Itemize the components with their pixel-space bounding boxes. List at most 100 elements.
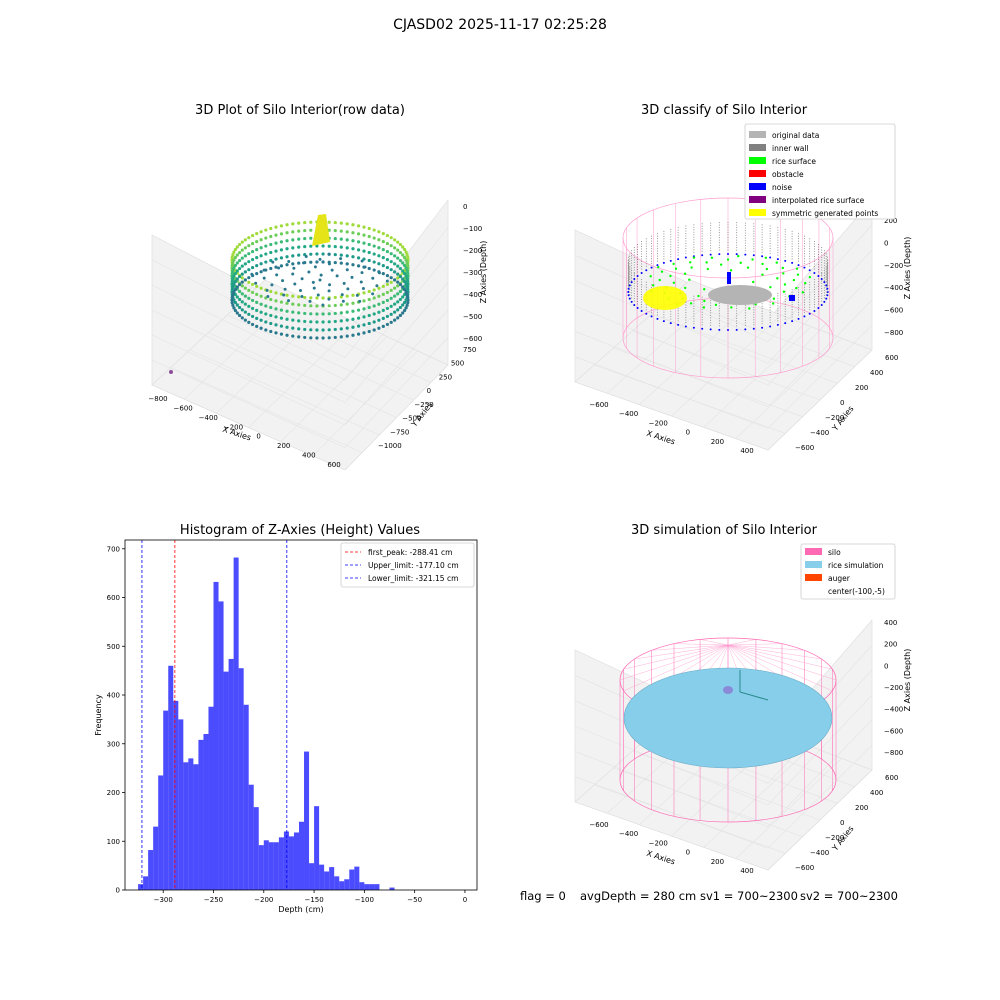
data-point — [279, 256, 284, 260]
noise-point — [718, 253, 721, 256]
y-tick-label: 200 — [855, 384, 868, 392]
data-point — [406, 263, 410, 267]
data-point — [285, 255, 289, 259]
x-tick-label: 0 — [686, 429, 690, 437]
data-point — [285, 231, 289, 235]
x-tick-label: −200 — [649, 839, 668, 847]
data-point — [269, 250, 273, 255]
histogram-bar — [213, 581, 219, 890]
histogram-bar — [389, 887, 395, 890]
data-point — [309, 328, 313, 332]
data-point — [398, 242, 402, 247]
histogram-bar — [304, 751, 310, 890]
data-point — [362, 249, 366, 253]
rice-surface-point — [783, 283, 787, 286]
noise-point — [784, 259, 787, 262]
classify-3d-plot: −600−400−20002004006004002000−200−400−60… — [574, 123, 912, 455]
data-point — [274, 233, 278, 237]
legend-label: rice simulation — [828, 561, 884, 570]
rice-surface-point — [730, 306, 733, 309]
data-point — [259, 326, 263, 330]
data-point — [356, 308, 361, 312]
data-point — [385, 265, 390, 270]
data-point — [247, 320, 251, 324]
x-tick-label: −50 — [407, 896, 422, 904]
data-point — [402, 308, 407, 313]
noise-point — [820, 278, 823, 281]
data-point — [274, 331, 278, 335]
data-point — [303, 311, 307, 316]
data-point — [230, 287, 234, 291]
data-point — [285, 309, 289, 313]
data-point — [231, 261, 235, 265]
data-point — [285, 301, 289, 305]
data-point — [247, 312, 251, 316]
data-point — [315, 328, 319, 332]
data-point — [371, 292, 375, 296]
data-point — [339, 257, 343, 261]
data-point — [346, 287, 350, 291]
data-point — [333, 327, 337, 332]
data-point — [233, 263, 238, 268]
data-point — [333, 319, 337, 324]
data-point — [377, 318, 381, 322]
rice-surface-point — [706, 267, 709, 271]
data-point — [297, 229, 301, 233]
data-point — [240, 276, 244, 280]
data-point — [321, 303, 325, 307]
data-point — [396, 240, 400, 244]
data-point — [318, 278, 322, 282]
data-point — [291, 272, 295, 276]
data-point — [259, 318, 263, 322]
rice-surface-point — [672, 262, 675, 266]
data-point — [240, 280, 244, 284]
grid-line — [574, 224, 873, 343]
histogram-bar — [243, 704, 249, 890]
histogram-bar — [183, 762, 189, 890]
data-point — [274, 241, 278, 245]
y-tick-label: −500 — [402, 415, 421, 423]
data-point — [238, 266, 242, 271]
legend-swatch — [749, 196, 766, 203]
data-point — [404, 266, 408, 270]
histogram-bar — [223, 671, 229, 890]
data-point — [345, 294, 349, 298]
data-point — [293, 282, 297, 286]
data-point — [389, 252, 393, 256]
data-point — [283, 287, 287, 291]
noise-point — [640, 272, 643, 274]
noise-point — [735, 328, 738, 331]
data-point — [233, 255, 238, 260]
grid-line — [574, 249, 873, 364]
data-point — [381, 256, 385, 260]
data-point — [389, 304, 393, 308]
x-tick-label: 200 — [711, 858, 724, 866]
data-point — [231, 293, 235, 297]
data-point — [404, 274, 408, 278]
data-point — [238, 305, 242, 310]
data-point — [405, 277, 409, 281]
noise-point — [627, 287, 630, 290]
data-point — [360, 271, 364, 275]
data-point — [356, 264, 361, 268]
data-point — [231, 253, 235, 257]
data-point — [367, 266, 371, 271]
data-point — [231, 277, 235, 281]
data-point — [285, 325, 289, 329]
data-point — [398, 266, 402, 271]
data-point — [270, 283, 274, 287]
classify-plot-title: 3D classify of Silo Interior — [640, 103, 808, 118]
data-point — [247, 268, 251, 272]
data-point — [356, 240, 361, 244]
data-point — [230, 295, 234, 299]
legend-box — [744, 123, 896, 220]
noise-point — [808, 312, 811, 315]
data-point — [377, 310, 381, 314]
noise-point — [817, 274, 820, 277]
data-point — [385, 279, 389, 283]
z-tick-label: −800 — [884, 329, 903, 337]
data-point — [351, 325, 355, 329]
legend-label: first_peak: -288.41 cm — [368, 548, 452, 557]
data-point — [402, 292, 407, 297]
rice-surface-point — [792, 278, 796, 282]
